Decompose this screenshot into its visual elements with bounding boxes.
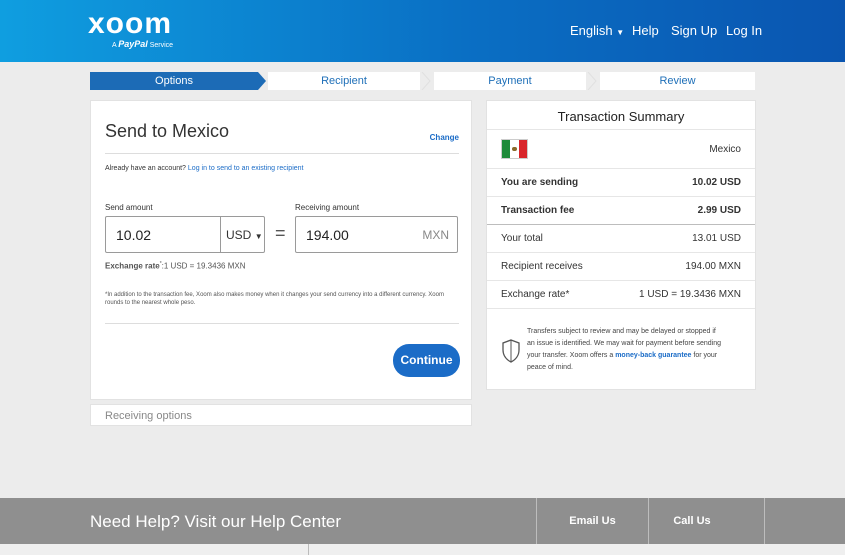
send-card: Send to Mexico Change Already have an ac… [90,100,472,400]
step-recipient[interactable]: Recipient [268,72,420,90]
page-title: Send to Mexico [105,121,230,141]
continue-button[interactable]: Continue [393,344,460,377]
summary-row-fee: Transaction fee 2.99 USD [487,197,755,225]
divider [105,153,459,154]
xoom-logo[interactable]: xoom A PayPal Service [88,7,173,50]
logo-tagline: A PayPal Service [112,39,174,49]
login-link[interactable]: Log In [726,23,763,38]
caret-down-icon: ▼ [616,28,625,37]
summary-country: Mexico [709,144,741,155]
language-selector[interactable]: English ▼ [570,23,625,38]
email-us-link[interactable]: Email Us [569,515,616,527]
account-prompt: Already have an account? Log in to send … [105,165,304,172]
summary-row-rate: Exchange rate* 1 USD = 19.3436 MXN [487,281,755,309]
mexico-flag-icon [501,139,528,159]
footer-divider [536,498,537,544]
step-arrow [258,72,266,90]
fee-note: *In addition to the transaction fee, Xoo… [105,292,444,306]
signup-link[interactable]: Sign Up [671,23,718,38]
summary-row-total: Your total 13.01 USD [487,225,755,253]
receive-amount-value: 194.00 [306,227,349,243]
step-review[interactable]: Review [600,72,755,90]
summary-title: Transaction Summary [557,109,685,124]
summary-row-receives: Recipient receives 194.00 MXN [487,253,755,281]
help-link[interactable]: Help [632,23,659,38]
field-divider [220,217,221,252]
site-header: xoom A PayPal Service English ▼ Help Sig… [0,0,845,62]
send-amount-field[interactable]: 10.02 USD ▼ [105,216,265,253]
call-us-link[interactable]: Call Us [673,515,711,527]
step-separator [587,72,597,90]
send-amount-value: 10.02 [116,227,152,243]
footer-divider [648,498,649,544]
footer-bottom-bar [0,544,845,555]
footer-divider [764,498,765,544]
receiving-options-section[interactable]: Receiving options [90,404,472,426]
summary-row-sending: You are sending 10.02 USD [487,169,755,197]
receive-currency: MXN [422,228,449,242]
money-back-guarantee-link[interactable]: money-back guarantee [615,352,692,359]
step-separator [421,72,431,90]
login-existing-recipient-link[interactable]: Log in to send to an existing recipient [187,165,304,172]
guarantee-notice: Transfers subject to review and may be d… [527,328,722,371]
change-country-link[interactable]: Change [429,133,459,142]
receiving-options-label: Receiving options [105,410,192,422]
help-center-link[interactable]: Need Help? Visit our Help Center [90,512,342,531]
send-currency-select[interactable]: USD ▼ [226,228,263,242]
logo-brand: xoom [88,7,173,40]
caret-down-icon: ▼ [254,232,263,241]
divider [487,168,755,169]
divider [487,129,755,130]
transaction-summary-card: Transaction Summary Mexico You are sendi… [486,100,756,390]
divider [105,323,459,324]
receive-amount-label: Receiving amount [295,203,360,212]
step-payment[interactable]: Payment [434,72,586,90]
step-options[interactable]: Options [90,72,258,90]
exchange-rate-line: Exchange rate*:1 USD = 19.3436 MXN [105,261,246,271]
receive-amount-field[interactable]: 194.00 MXN [295,216,458,253]
shield-icon [502,339,520,363]
send-amount-label: Send amount [105,203,153,212]
equals-sign: = [275,223,286,243]
progress-steps: Options Recipient Payment Review [90,72,755,90]
